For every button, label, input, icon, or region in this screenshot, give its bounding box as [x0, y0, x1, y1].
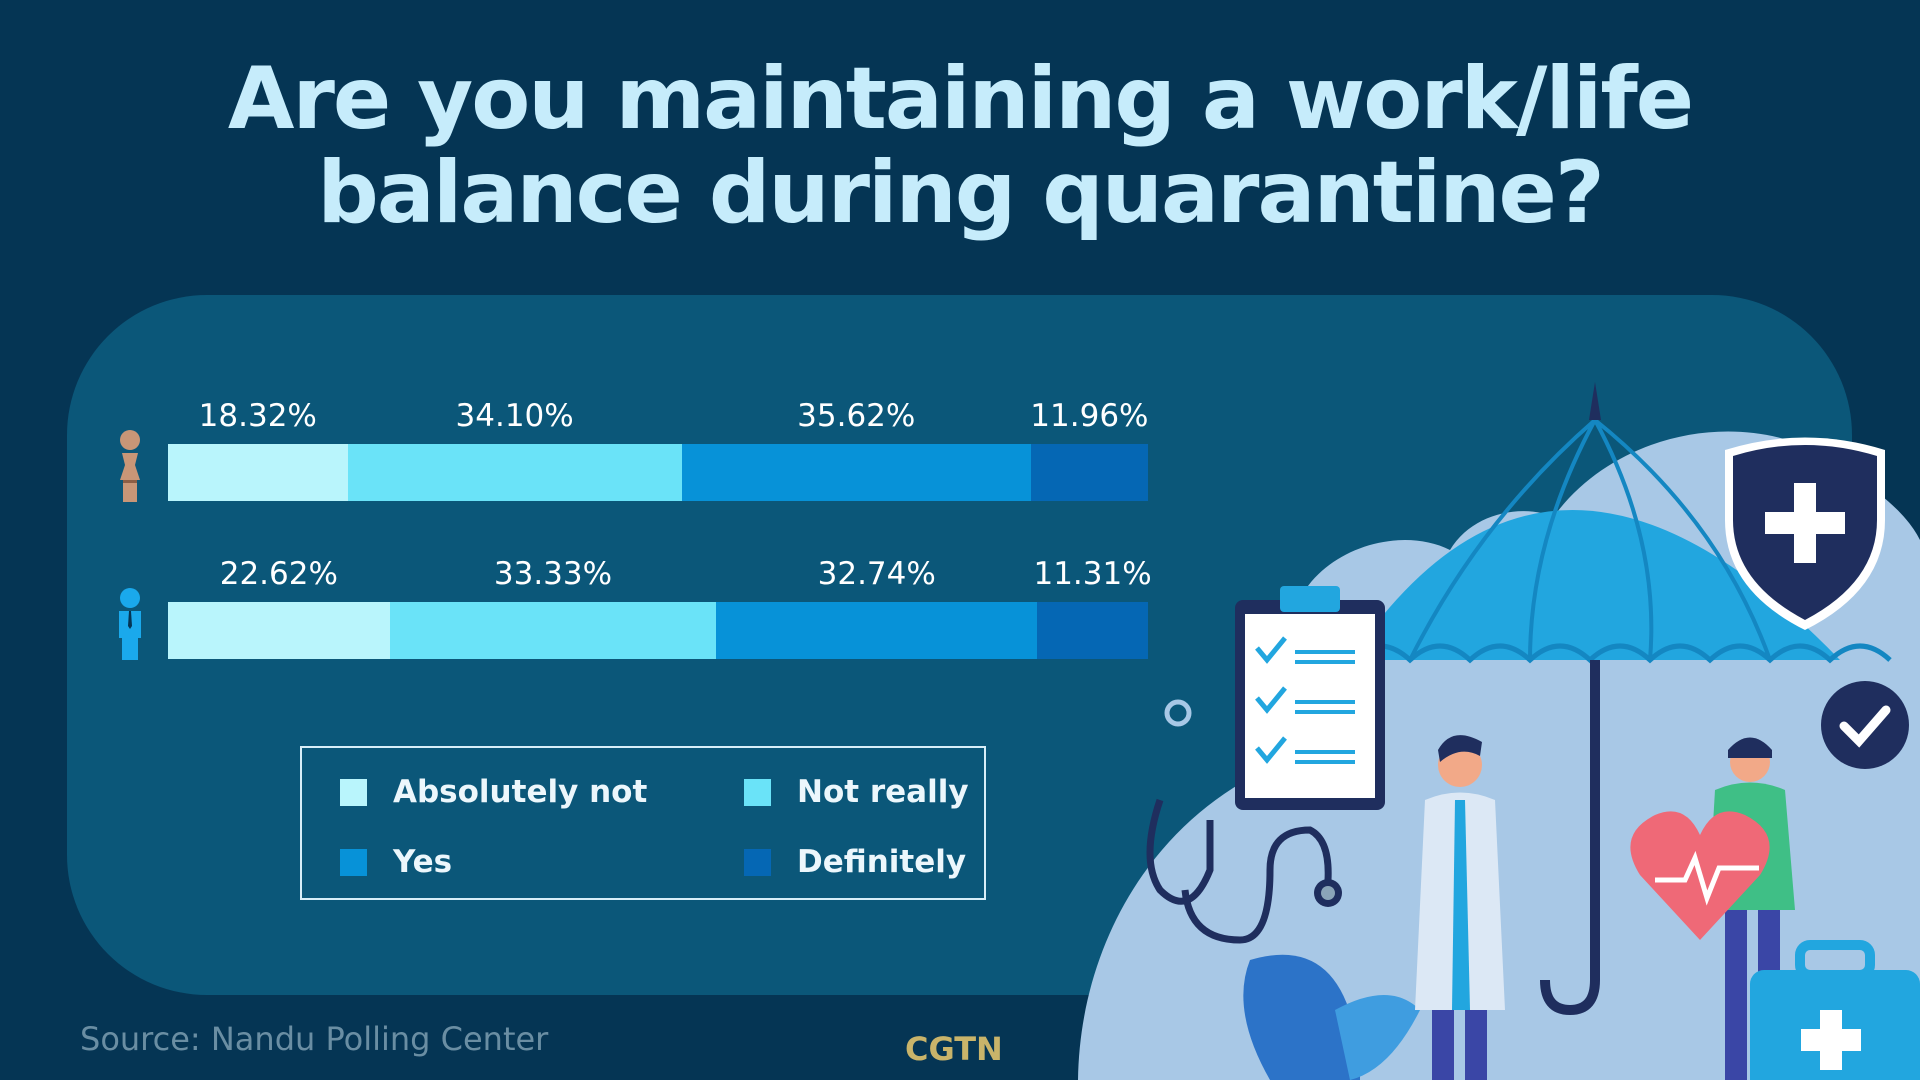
checkmark-badge-icon [1821, 681, 1909, 769]
legend: Absolutely not Not really Yes Definitely [300, 746, 986, 900]
legend-item-not-really: Not really [744, 774, 969, 810]
data-label-female-1: 34.10% [455, 398, 574, 434]
data-label-male-3: 11.31% [1033, 556, 1152, 592]
legend-swatch [340, 778, 367, 806]
clipboard-icon [1235, 586, 1385, 810]
bar-male-definitely [1037, 602, 1148, 659]
legend-item-definitely: Definitely [744, 844, 966, 880]
title-line-2: balance during quarantine? [317, 143, 1604, 243]
female-icon [120, 430, 140, 502]
brand-logo: CGTN [905, 1030, 1003, 1068]
legend-item-yes: Yes [340, 844, 452, 880]
data-label-female-0: 18.32% [198, 398, 317, 434]
source-note: Source: Nandu Polling Center [80, 1020, 549, 1058]
data-label-female-2: 35.62% [797, 398, 916, 434]
legend-label: Not really [797, 774, 969, 810]
data-label-male-1: 33.33% [493, 556, 613, 592]
ring-icon [1164, 699, 1192, 727]
leaf-icon [1243, 954, 1420, 1080]
legend-item-absolutely-not: Absolutely not [340, 774, 647, 810]
bar-female-definitely [1030, 444, 1148, 501]
data-label-male-2: 32.74% [817, 556, 936, 592]
legend-label: Definitely [797, 844, 967, 880]
umbrella-icon [1348, 382, 1892, 1016]
legend-swatch [340, 848, 367, 876]
bar-female-absolutely-not [168, 444, 348, 501]
data-label-female-3: 11.96% [1030, 398, 1149, 434]
chart-title: Are you maintaining a work/life balance … [0, 52, 1920, 240]
bar-male-not-really [389, 602, 717, 659]
legend-label: Yes [393, 844, 453, 880]
bar-male-absolutely-not [168, 602, 390, 659]
shield-icon [1725, 437, 1885, 630]
heart-icon [1630, 811, 1770, 940]
legend-swatch [744, 778, 771, 806]
male-icon [119, 588, 141, 660]
medical-kit-icon [1750, 940, 1920, 1080]
title-line-1: Are you maintaining a work/life [227, 49, 1694, 149]
data-label-male-0: 22.62% [219, 556, 338, 592]
bar-female-yes [681, 444, 1031, 501]
doctor-figure [1415, 735, 1505, 1080]
healthcare-illustration [1078, 382, 1920, 1080]
legend-swatch [744, 848, 771, 876]
legend-label: Absolutely not [393, 774, 648, 810]
bar-male-yes [716, 602, 1038, 659]
bar-female-not-really [347, 444, 682, 501]
stethoscope-icon [1146, 798, 1342, 944]
